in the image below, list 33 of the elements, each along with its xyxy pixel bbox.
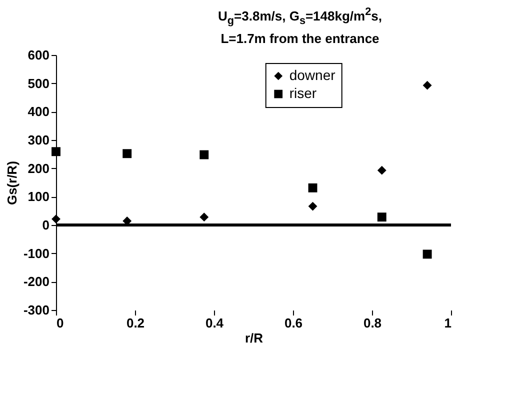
point bbox=[422, 80, 432, 90]
y-tick-label: 500 bbox=[28, 76, 50, 91]
point bbox=[377, 212, 386, 222]
x-tick-label: 0.4 bbox=[205, 316, 224, 330]
x-tick-label: 0 bbox=[56, 316, 64, 330]
legend-label: riser bbox=[289, 85, 317, 101]
x-axis-title: r/R bbox=[244, 330, 264, 346]
point bbox=[308, 202, 318, 211]
y-tick-label: -200 bbox=[23, 274, 50, 290]
x-tick-label: 0.8 bbox=[363, 316, 382, 330]
y-tick-label: -100 bbox=[23, 246, 50, 261]
y-tick-label: 100 bbox=[28, 189, 50, 204]
chart-title: U$_{g}$=3.8m/s, G$_{s}$=148kg/m$^{2}$s, bbox=[217, 5, 383, 29]
x-tick-label: 0.6 bbox=[284, 316, 303, 330]
point bbox=[122, 149, 132, 158]
point bbox=[52, 214, 60, 224]
point bbox=[200, 150, 209, 160]
y-tick-label: 300 bbox=[28, 132, 50, 148]
y-tick-label: 200 bbox=[28, 160, 50, 176]
y-tick-label: 0 bbox=[42, 218, 50, 232]
point bbox=[377, 166, 386, 175]
x-tick-label: 0.2 bbox=[126, 316, 145, 330]
point bbox=[52, 147, 60, 156]
legend-label: downer bbox=[289, 67, 336, 83]
point bbox=[308, 183, 318, 192]
y-tick-label: 400 bbox=[28, 104, 50, 120]
x-tick-label: 1 bbox=[444, 316, 452, 330]
y-tick-label: 600 bbox=[28, 48, 50, 62]
chart-subtitle: L=1.7m from the entrance bbox=[220, 30, 380, 47]
y-axis-title: Gs(r/R) bbox=[4, 160, 20, 206]
point bbox=[200, 212, 209, 222]
point bbox=[422, 250, 432, 259]
y-tick-label: -300 bbox=[23, 302, 50, 318]
